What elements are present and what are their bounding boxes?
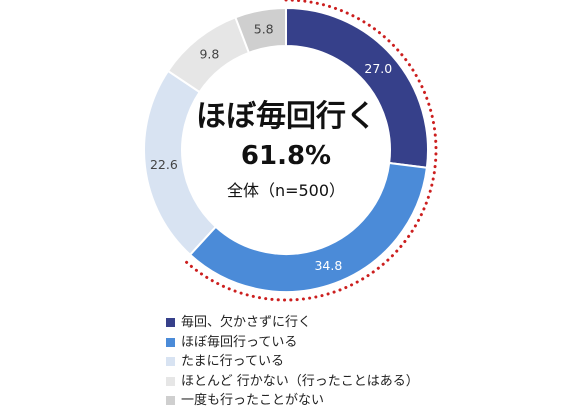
donut-slice-2 [188, 161, 428, 293]
center-value: 61.8% [241, 141, 331, 171]
legend-swatch-2 [166, 337, 175, 347]
slice-value-label-4: 9.8 [199, 46, 219, 61]
legend: 毎回、欠かさずに行く ほぼ毎回行っている たまに行っているほとんど 行かない（行った… [166, 313, 419, 411]
slice-value-label-1: 27.0 [364, 61, 392, 76]
legend-item-5: 一度も行ったことがない [166, 391, 419, 411]
legend-label-4: ほとんど 行かない（行ったことはある） [181, 373, 419, 389]
center-title: ほぼ毎回行く [196, 99, 376, 134]
slice-value-label-2: 34.8 [314, 258, 342, 273]
highlight-dotted-arc [183, 0, 438, 302]
legend-label-5: 一度も行ったことがない [181, 393, 325, 408]
slice-value-label-3: 22.6 [150, 157, 178, 172]
legend-label-1: 毎回、欠かさずに行く [181, 315, 312, 330]
legend-item-1: 毎回、欠かさずに行く [166, 313, 419, 333]
center-note: 全体（n=500） [227, 181, 345, 200]
slice-labels: 27.0 34.8 22.6 9.8 5.8 [150, 22, 392, 274]
slice-value-label-5: 5.8 [254, 22, 274, 37]
donut-slice-5 [234, 6, 287, 55]
donut-slices [143, 6, 429, 293]
legend-label-3: たまに行っている [181, 354, 284, 369]
legend-swatch-3 [166, 357, 175, 367]
legend-item-2: ほぼ毎回行っている [166, 333, 419, 353]
legend-label-2: ほぼ毎回行っている [181, 334, 298, 350]
legend-item-4: ほとんど 行かない（行ったことはある） [166, 372, 419, 392]
legend-item-3: たまに行っている [166, 352, 419, 372]
legend-swatch-4 [166, 376, 175, 386]
legend-swatch-5 [166, 396, 175, 406]
legend-swatch-1 [166, 318, 175, 328]
